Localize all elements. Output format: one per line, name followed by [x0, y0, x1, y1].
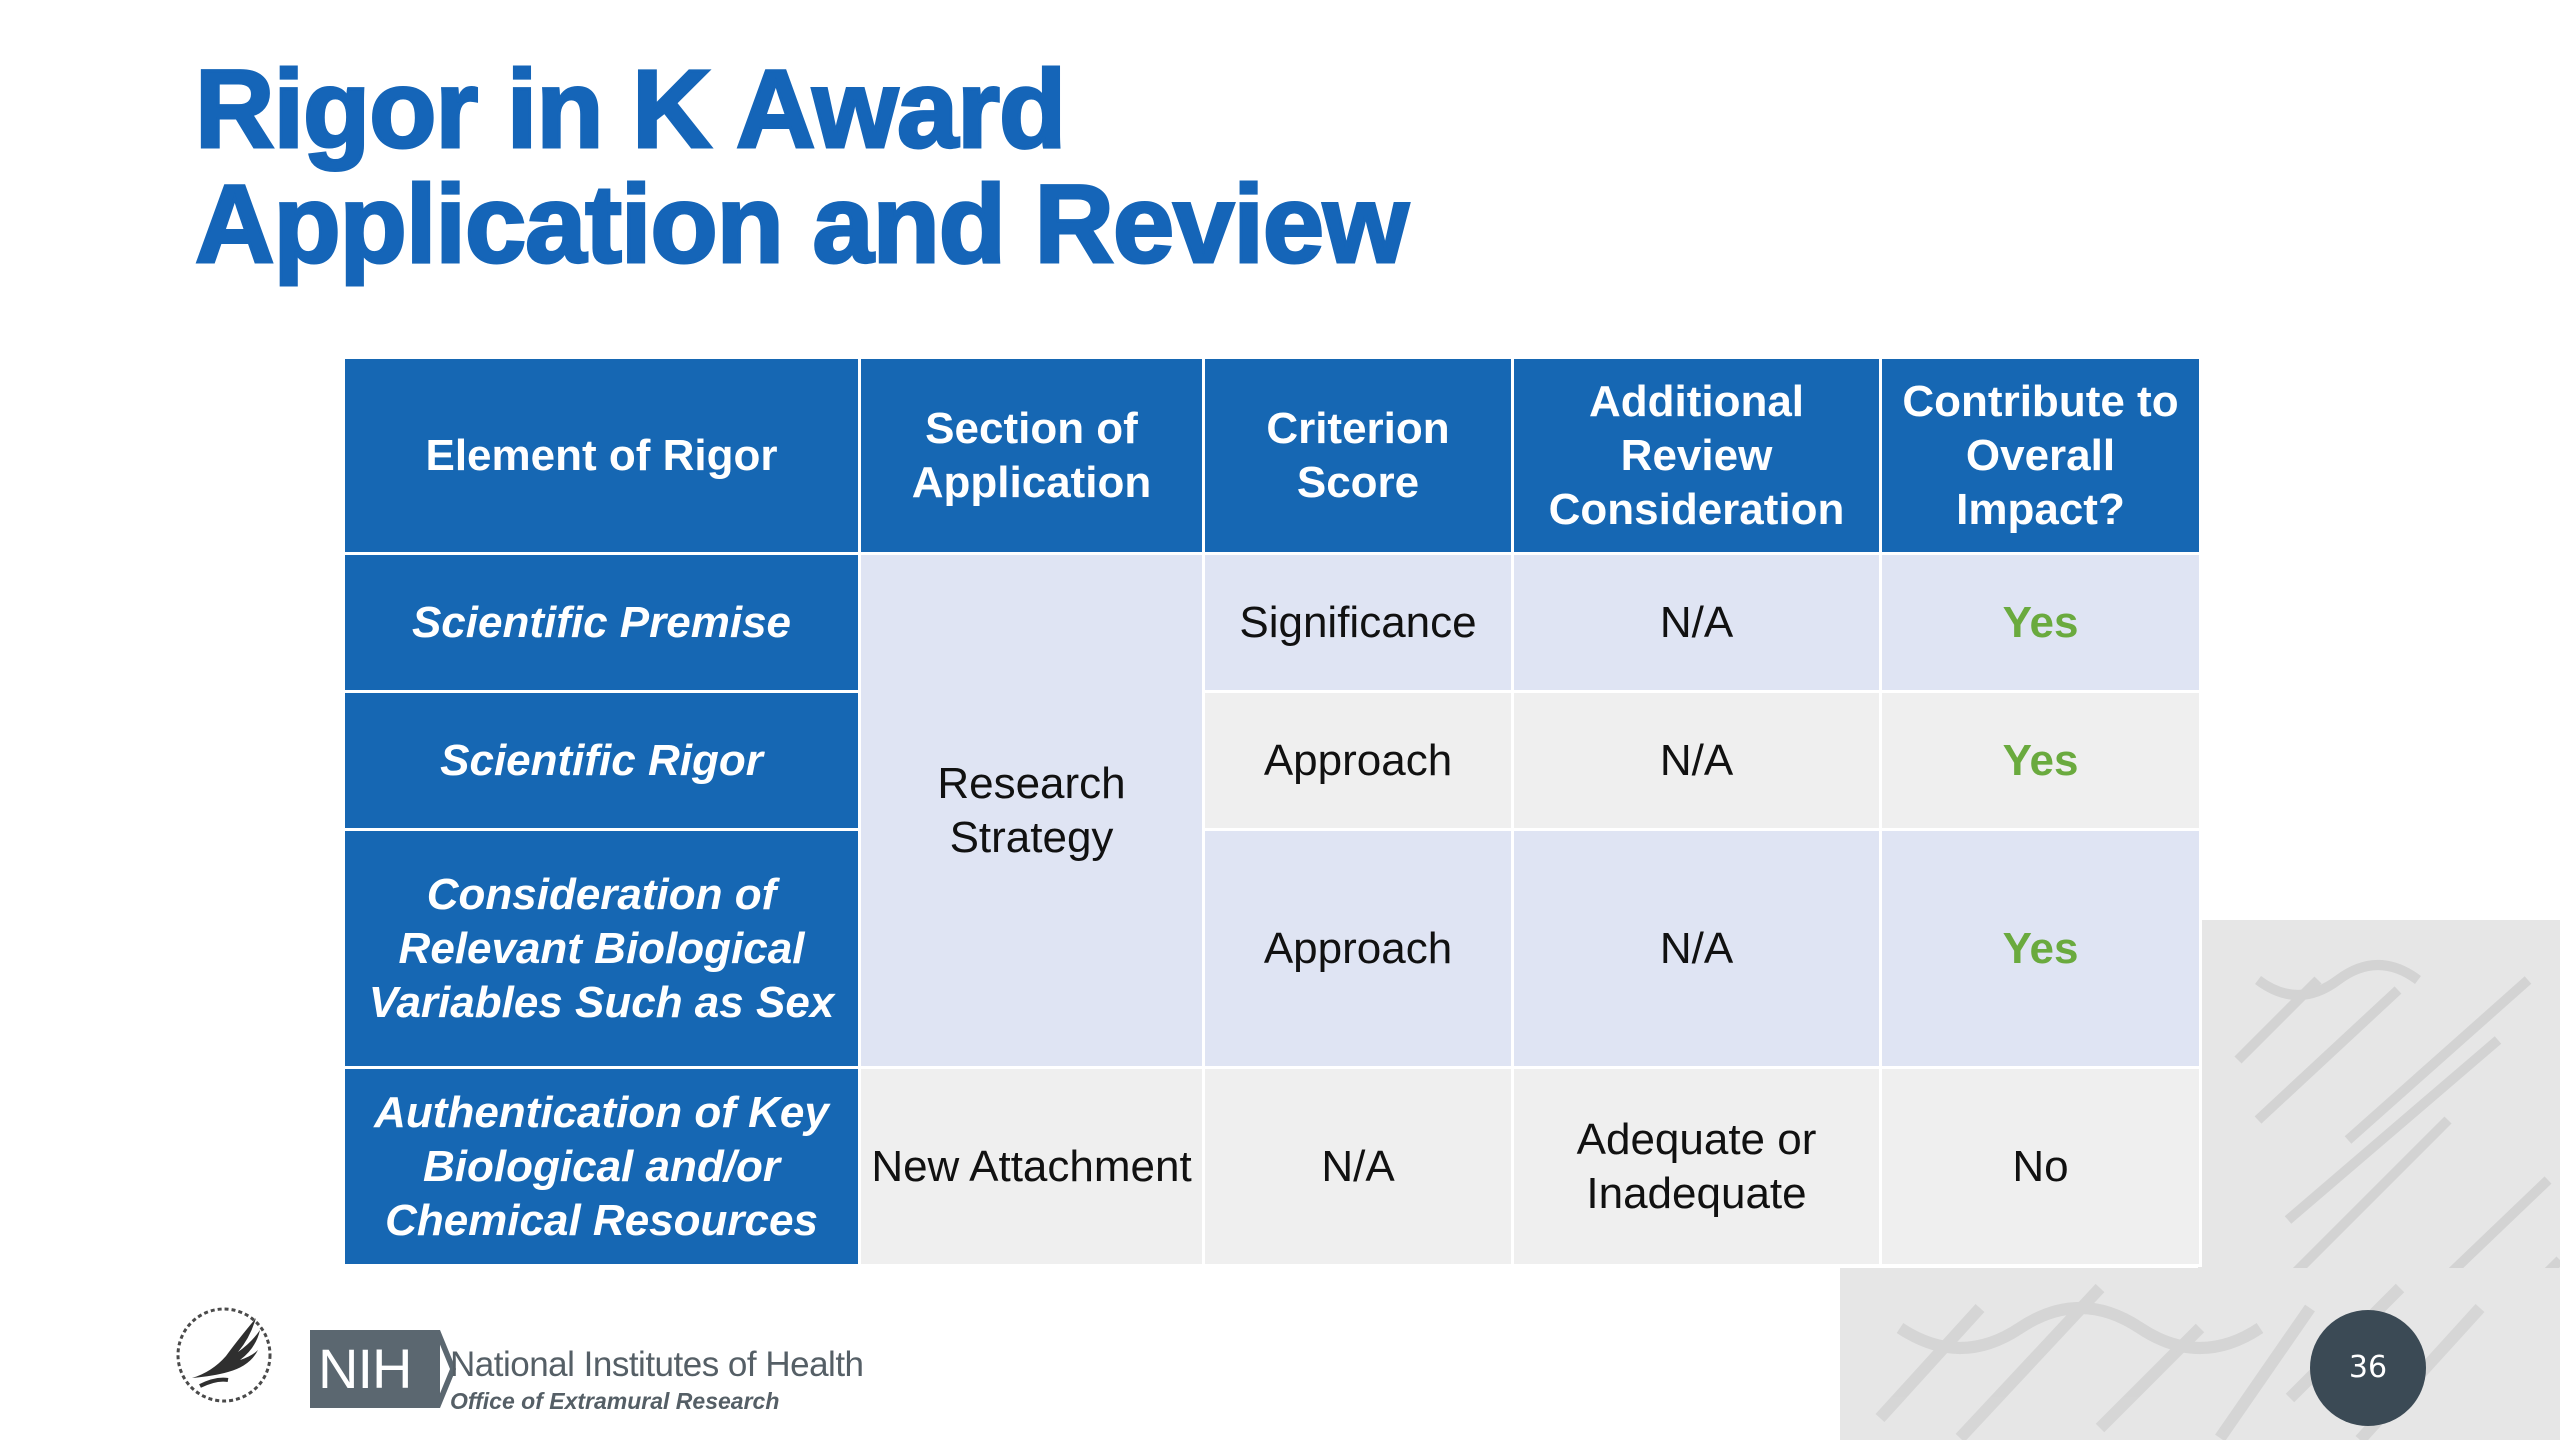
header-section-of-application: Section of Application — [858, 356, 1205, 555]
nih-org-name: National Institutes of Health — [450, 1345, 864, 1384]
table-row: Consideration of Relevant Biological Var… — [342, 828, 2202, 1069]
header-additional-review: Additional Review Consideration — [1511, 356, 1882, 555]
table-row: Scientific Rigor Approach N/A Yes — [342, 690, 2202, 831]
additional-cell: N/A — [1511, 552, 1882, 693]
header-element-of-rigor: Element of Rigor — [342, 356, 861, 555]
slide-title: Rigor in K Award Application and Review — [194, 48, 1411, 286]
table-row: Authentication of Key Biological and/or … — [342, 1066, 2202, 1267]
wordcloud-background-lower — [1840, 1268, 2560, 1440]
impact-cell: Yes — [1879, 690, 2202, 831]
slide-title-line-2: Application and Review — [194, 163, 1411, 286]
criterion-cell: N/A — [1202, 1066, 1514, 1267]
slide-title-line-1: Rigor in K Award — [194, 48, 1068, 171]
additional-cell: Adequate or Inadequate — [1511, 1066, 1882, 1267]
nih-office-name: Office of Extramural Research — [450, 1388, 780, 1414]
header-overall-impact: Contribute to Overall Impact? — [1879, 356, 2202, 555]
element-cell: Scientific Premise — [342, 552, 861, 693]
page-number-badge: 36 — [2310, 1310, 2426, 1426]
section-cell-merged: Research Strategy — [858, 552, 1205, 1069]
section-cell: New Attachment — [858, 1066, 1205, 1267]
table-header-row: Element of Rigor Section of Application … — [342, 356, 2202, 555]
impact-cell: Yes — [1879, 552, 2202, 693]
hhs-eagle-icon — [176, 1307, 272, 1403]
element-cell: Scientific Rigor — [342, 690, 861, 831]
table-row: Scientific Premise Research Strategy Sig… — [342, 552, 2202, 1069]
impact-cell: No — [1879, 1066, 2202, 1267]
criterion-cell: Approach — [1202, 828, 1514, 1069]
nih-logo-box: NIH — [310, 1330, 440, 1408]
additional-cell: N/A — [1511, 828, 1882, 1069]
criterion-cell: Significance — [1202, 552, 1514, 693]
criterion-cell: Approach — [1202, 690, 1514, 831]
rigor-table: Element of Rigor Section of Application … — [342, 356, 2202, 1267]
additional-cell: N/A — [1511, 690, 1882, 831]
nih-chevron-icon — [434, 1330, 456, 1408]
header-criterion-score: Criterion Score — [1202, 356, 1514, 555]
element-cell: Authentication of Key Biological and/or … — [342, 1066, 861, 1267]
impact-cell: Yes — [1879, 828, 2202, 1069]
element-cell: Consideration of Relevant Biological Var… — [342, 828, 861, 1069]
